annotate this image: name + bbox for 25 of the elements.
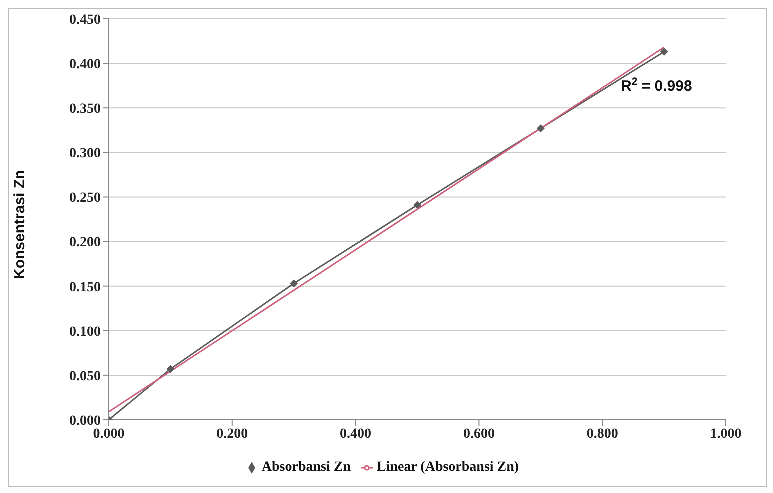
x-tick-label: 1.000 bbox=[710, 426, 742, 442]
y-tick-label: 0.450 bbox=[70, 12, 101, 28]
y-tick-label: 0.350 bbox=[70, 102, 101, 118]
point bbox=[660, 48, 668, 56]
x-tick-label: 0.400 bbox=[340, 426, 372, 442]
point bbox=[290, 280, 298, 288]
y-tick-label: 0.000 bbox=[70, 414, 101, 429]
y-tick-label: 0.150 bbox=[70, 280, 101, 296]
y-tick-label: 0.200 bbox=[70, 236, 101, 251]
point bbox=[166, 365, 175, 374]
y-axis-title: Konsentrasi Zn bbox=[11, 170, 28, 280]
y-tick-label: 0.050 bbox=[70, 369, 101, 384]
x-tick-label: 0.800 bbox=[586, 426, 618, 442]
legend-label: Linear (Absorbansi Zn) bbox=[376, 460, 520, 475]
annotation: R$^{2}$ = 0.998 bbox=[621, 76, 692, 95]
point bbox=[414, 201, 422, 210]
y-tick-label: 0.250 bbox=[70, 191, 101, 206]
x-tick-label: 0.600 bbox=[463, 426, 495, 442]
y-tick-label: 0.300 bbox=[70, 146, 101, 162]
x-tick-label: 0.200 bbox=[216, 426, 248, 442]
y-tick-label: 0.400 bbox=[70, 58, 101, 73]
x-tick-label: 0.000 bbox=[93, 426, 125, 442]
legend-label: Absorbansi Zn bbox=[262, 460, 351, 475]
y-tick-label: 0.100 bbox=[70, 324, 101, 340]
point bbox=[536, 124, 545, 133]
